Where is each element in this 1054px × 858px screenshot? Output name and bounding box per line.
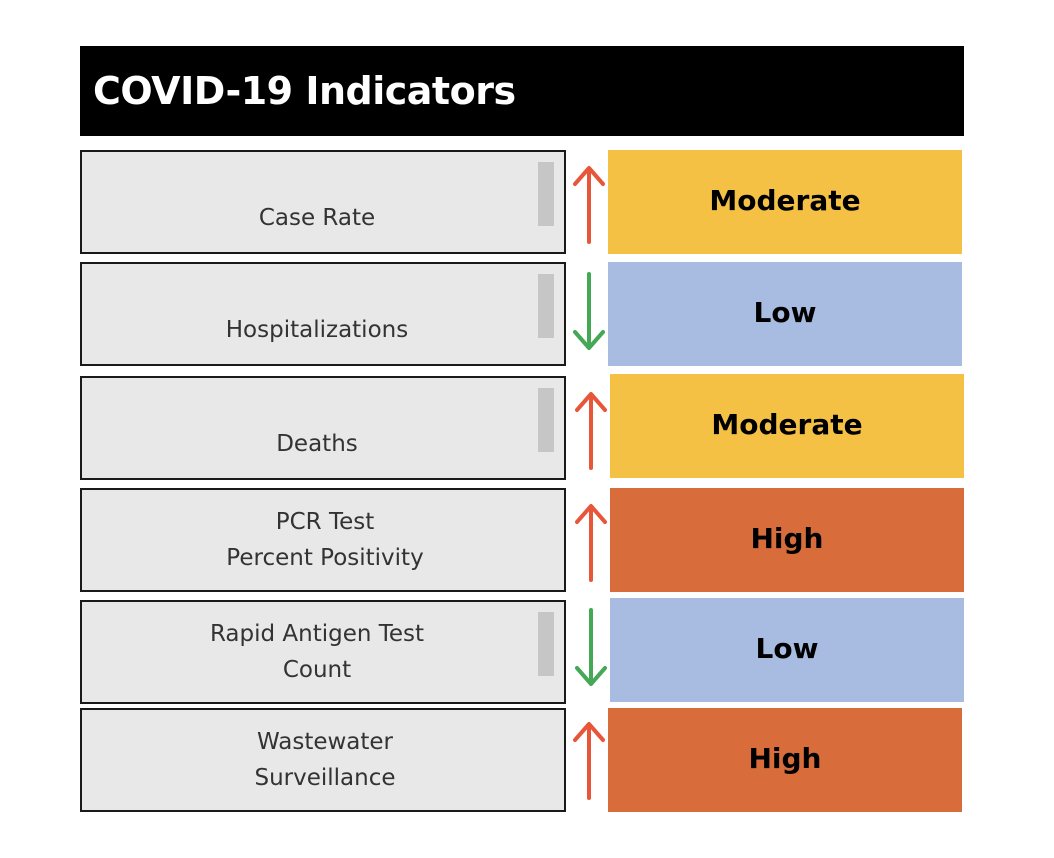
scrollbar[interactable] bbox=[538, 162, 554, 226]
indicator-label-line: Count bbox=[282, 657, 352, 683]
level-text: Low bbox=[755, 631, 819, 665]
indicator-label: Hospitalizations bbox=[82, 312, 552, 348]
level-badge-low: Low bbox=[610, 598, 964, 702]
arrow-up-icon bbox=[575, 504, 607, 582]
page-title: COVID-19 Indicators bbox=[93, 69, 516, 113]
indicator-label-box-deaths: Deaths bbox=[80, 376, 566, 480]
indicator-label-line: Percent Positivity bbox=[226, 545, 424, 571]
level-text: Moderate bbox=[709, 183, 861, 217]
indicator-label-box-hospitalizations: Hospitalizations bbox=[80, 262, 566, 366]
arrow-down-icon bbox=[573, 272, 605, 350]
indicator-label: Wastewater Surveillance bbox=[90, 724, 560, 796]
level-text: High bbox=[748, 741, 822, 775]
scrollbar[interactable] bbox=[538, 612, 554, 676]
level-text: High bbox=[750, 521, 824, 555]
indicator-label: Rapid Antigen Test Count bbox=[82, 616, 552, 688]
indicator-label-box-case-rate: Case Rate bbox=[80, 150, 566, 254]
indicator-label-line: Case Rate bbox=[258, 205, 376, 231]
indicator-label-line: Rapid Antigen Test bbox=[209, 621, 425, 647]
level-text: Low bbox=[753, 295, 817, 329]
level-badge-moderate: Moderate bbox=[610, 374, 964, 478]
indicator-label-line: Surveillance bbox=[254, 765, 396, 791]
indicator-label-line: Deaths bbox=[276, 431, 358, 457]
scrollbar[interactable] bbox=[538, 388, 554, 452]
level-badge-low: Low bbox=[608, 262, 962, 366]
arrow-up-icon bbox=[573, 722, 605, 800]
level-badge-high: High bbox=[610, 488, 964, 592]
indicator-label-line: PCR Test bbox=[275, 509, 375, 535]
indicator-label-box-rapid-antigen: Rapid Antigen Test Count bbox=[80, 600, 566, 704]
arrow-up-icon bbox=[575, 392, 607, 470]
indicator-label: PCR Test Percent Positivity bbox=[90, 504, 560, 576]
indicator-label-line: Wastewater bbox=[256, 729, 394, 755]
level-text: Moderate bbox=[711, 407, 863, 441]
arrow-up-icon bbox=[573, 166, 605, 244]
level-badge-high: High bbox=[608, 708, 962, 812]
header-banner: COVID-19 Indicators bbox=[80, 46, 964, 136]
indicator-label-box-pcr-test: PCR Test Percent Positivity bbox=[80, 488, 566, 592]
indicator-label: Case Rate bbox=[82, 200, 552, 236]
scrollbar[interactable] bbox=[538, 274, 554, 338]
indicator-label-box-wastewater: Wastewater Surveillance bbox=[80, 708, 566, 812]
indicator-label: Deaths bbox=[82, 426, 552, 462]
level-badge-moderate: Moderate bbox=[608, 150, 962, 254]
indicator-label-line: Hospitalizations bbox=[225, 317, 409, 343]
arrow-down-icon bbox=[575, 608, 607, 686]
